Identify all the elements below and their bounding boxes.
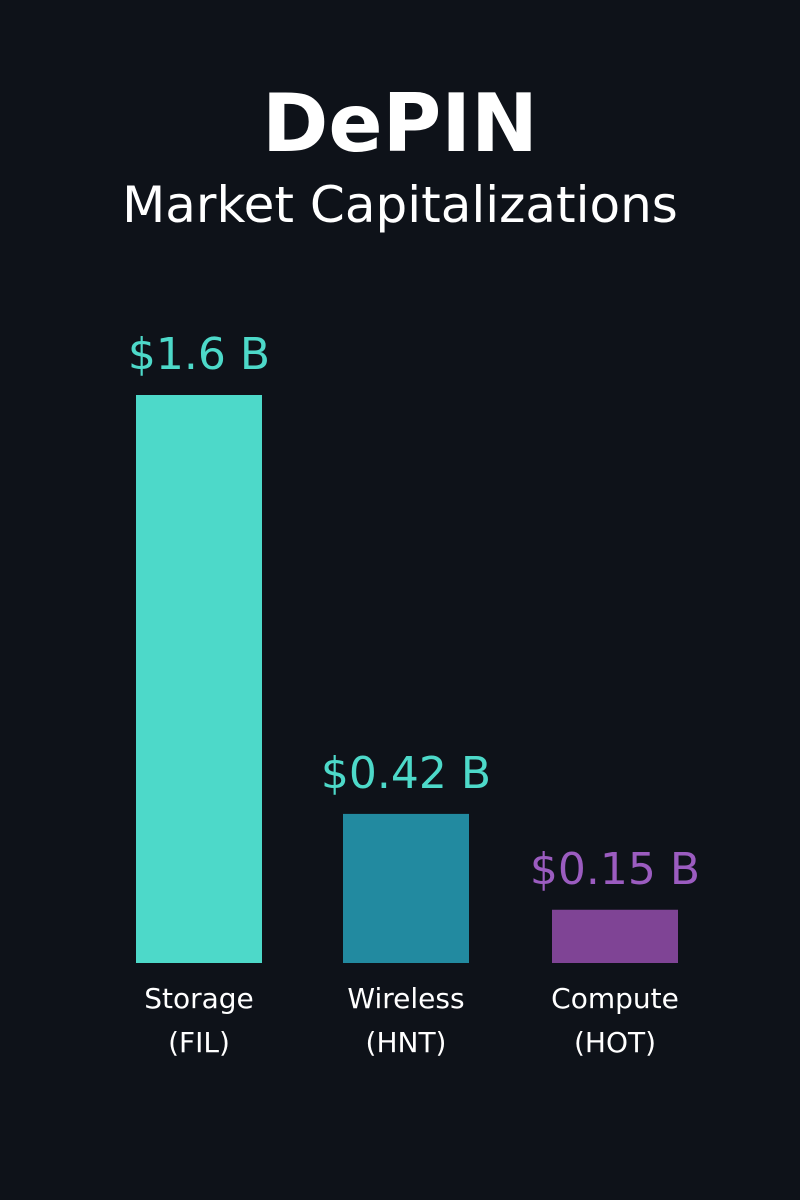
category-label-wireless: Wireless <box>347 982 464 1015</box>
value-labels-group: $1.6 B $0.42 B $0.15 B <box>128 329 700 895</box>
value-label-compute: $0.15 B <box>530 844 700 895</box>
bar-storage <box>136 395 262 963</box>
bar-wireless <box>343 813 469 963</box>
category-labels-group: Storage (FIL) Wireless (HNT) Compute (HOT) <box>144 982 679 1059</box>
category-label-compute: Compute <box>551 982 679 1015</box>
value-label-storage: $1.6 B <box>128 329 270 380</box>
category-label-storage: Storage <box>144 982 254 1015</box>
chart-subtitle: Market Capitalizations <box>122 176 678 234</box>
chart-title: DePIN <box>262 77 538 170</box>
category-ticker-storage: (FIL) <box>168 1026 230 1059</box>
value-label-wireless: $0.42 B <box>321 748 491 799</box>
bar-compute <box>552 909 678 963</box>
category-ticker-wireless: (HNT) <box>366 1026 447 1059</box>
bars-group <box>136 395 678 963</box>
category-ticker-compute: (HOT) <box>574 1026 656 1059</box>
